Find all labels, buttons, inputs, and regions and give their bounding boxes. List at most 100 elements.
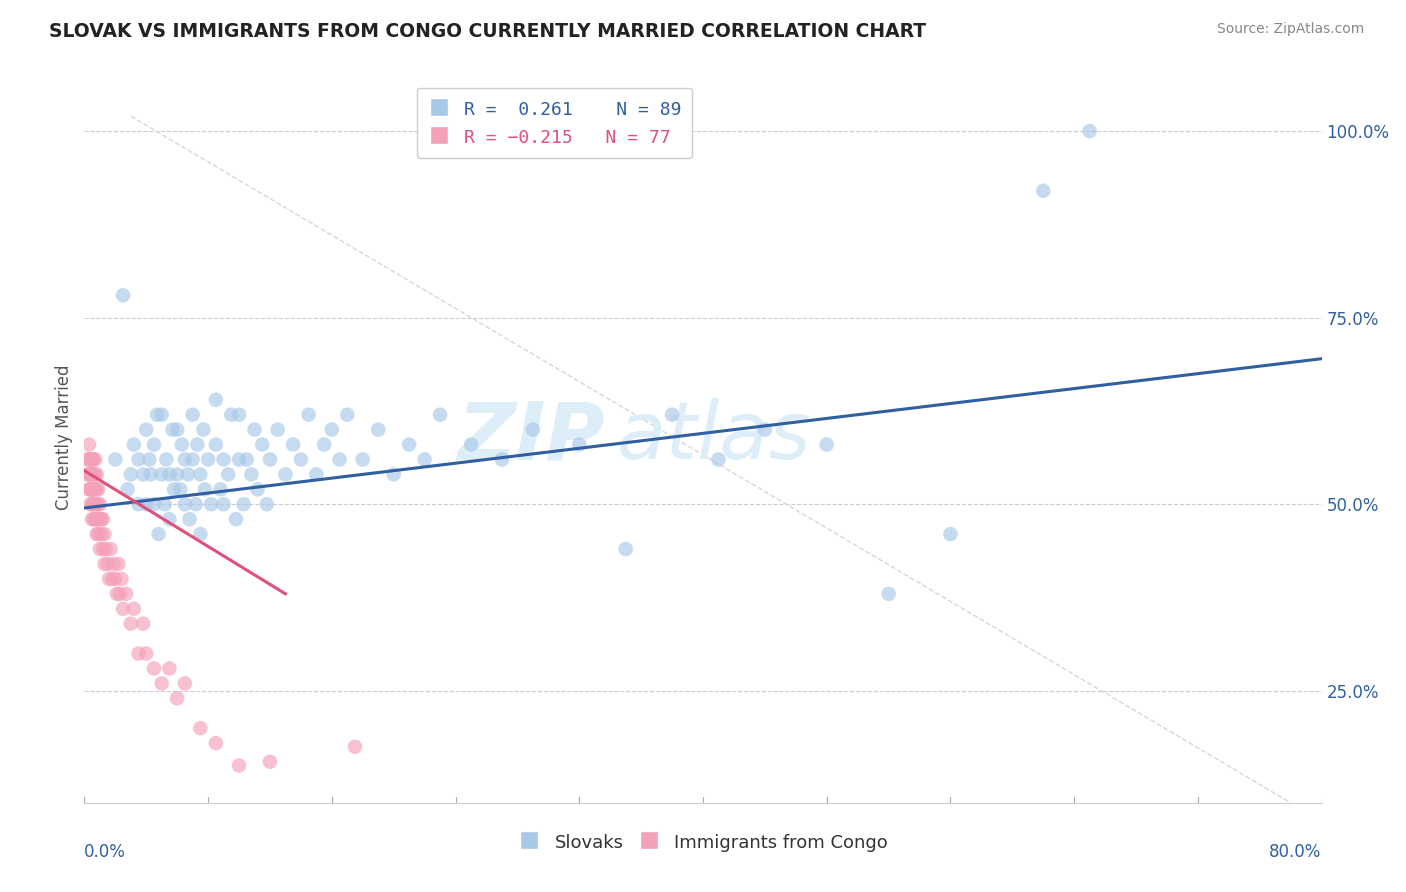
Point	[243, 423, 266, 437]
Point	[312, 437, 335, 451]
Point	[205, 736, 228, 750]
Point	[150, 408, 173, 422]
Point	[86, 483, 108, 497]
Point	[127, 497, 149, 511]
Point	[93, 557, 115, 571]
Point	[83, 467, 105, 482]
Point	[197, 452, 219, 467]
Point	[86, 512, 108, 526]
Point	[135, 423, 157, 437]
Point	[122, 437, 145, 451]
Point	[614, 542, 637, 557]
Point	[76, 452, 98, 467]
Point	[87, 527, 110, 541]
Point	[122, 601, 145, 615]
Point	[146, 408, 169, 422]
Point	[707, 452, 730, 467]
Point	[170, 437, 193, 451]
Point	[107, 557, 129, 571]
Point	[87, 483, 110, 497]
Point	[209, 483, 232, 497]
Point	[174, 497, 197, 511]
Point	[79, 452, 101, 467]
Point	[84, 497, 107, 511]
Point	[143, 661, 166, 675]
Point	[82, 512, 104, 526]
Point	[153, 497, 176, 511]
Point	[110, 572, 132, 586]
Point	[177, 467, 200, 482]
Point	[83, 497, 105, 511]
Point	[77, 483, 100, 497]
Point	[82, 452, 104, 467]
Point	[89, 497, 111, 511]
Point	[79, 483, 101, 497]
Point	[79, 467, 101, 482]
Point	[87, 512, 110, 526]
Point	[96, 557, 118, 571]
Point	[82, 452, 104, 467]
Point	[82, 483, 104, 497]
Point	[82, 497, 104, 511]
Point	[367, 423, 389, 437]
Point	[877, 587, 900, 601]
Text: 0.0%: 0.0%	[84, 843, 127, 861]
Point	[79, 497, 101, 511]
Point	[939, 527, 962, 541]
Point	[217, 467, 239, 482]
Point	[328, 452, 352, 467]
Point	[76, 467, 98, 482]
Point	[93, 527, 115, 541]
Point	[166, 691, 188, 706]
Point	[240, 467, 263, 482]
Point	[120, 616, 142, 631]
Point	[105, 587, 128, 601]
Point	[135, 497, 157, 511]
Y-axis label: Currently Married: Currently Married	[55, 364, 73, 510]
Text: ZIP: ZIP	[457, 398, 605, 476]
Point	[77, 467, 100, 482]
Point	[127, 647, 149, 661]
Point	[159, 512, 180, 526]
Point	[89, 512, 111, 526]
Point	[84, 452, 107, 467]
Point	[82, 467, 104, 482]
Point	[174, 452, 197, 467]
Point	[150, 676, 173, 690]
Point	[82, 467, 104, 482]
Point	[188, 467, 211, 482]
Point	[181, 452, 204, 467]
Point	[413, 452, 436, 467]
Point	[91, 542, 114, 557]
Point	[186, 437, 208, 451]
Point	[398, 437, 420, 451]
Point	[115, 587, 138, 601]
Point	[228, 758, 250, 772]
Point	[94, 542, 117, 557]
Point	[108, 587, 131, 601]
Point	[84, 512, 107, 526]
Point	[256, 497, 278, 511]
Text: SLOVAK VS IMMIGRANTS FROM CONGO CURRENTLY MARRIED CORRELATION CHART: SLOVAK VS IMMIGRANTS FROM CONGO CURRENTL…	[49, 22, 927, 41]
Point	[82, 483, 104, 497]
Point	[228, 452, 250, 467]
Point	[174, 676, 197, 690]
Point	[98, 572, 121, 586]
Point	[1032, 184, 1054, 198]
Point	[297, 408, 319, 422]
Point	[219, 408, 242, 422]
Point	[179, 512, 201, 526]
Point	[491, 452, 513, 467]
Point	[139, 467, 162, 482]
Point	[754, 423, 776, 437]
Point	[86, 527, 108, 541]
Text: atlas: atlas	[616, 398, 811, 476]
Point	[89, 542, 111, 557]
Point	[127, 452, 149, 467]
Point	[132, 616, 155, 631]
Point	[83, 483, 105, 497]
Point	[194, 483, 217, 497]
Point	[83, 483, 105, 497]
Point	[188, 721, 211, 735]
Point	[91, 512, 114, 526]
